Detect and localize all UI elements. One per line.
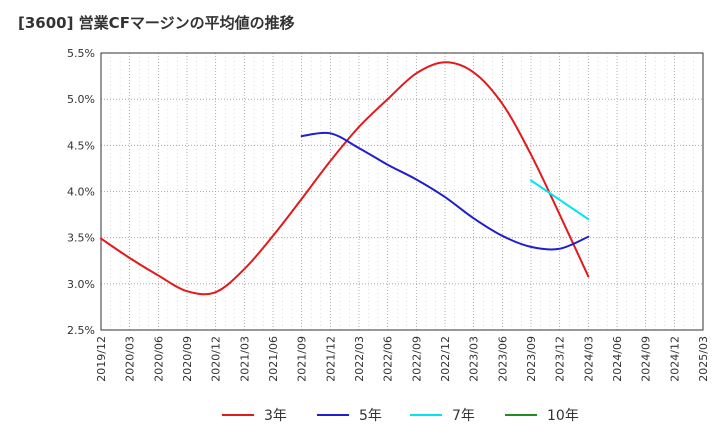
- x-tick-label: 2021/09: [296, 336, 309, 382]
- legend: 3年 5年 7年 10年: [222, 408, 579, 424]
- x-tick-label: 2024/06: [611, 336, 624, 382]
- x-tick-label: 2022/06: [382, 336, 395, 382]
- x-tick-label: 2021/03: [238, 336, 251, 382]
- legend-label-0: 3年: [264, 408, 287, 424]
- y-tick-label: 2.5%: [67, 324, 95, 337]
- x-tick-label: 2020/06: [152, 336, 165, 382]
- x-tick-label: 2019/12: [95, 336, 108, 382]
- x-tick-label: 2024/12: [668, 336, 681, 382]
- y-tick-label: 5.0%: [67, 93, 95, 106]
- y-tick-label: 4.5%: [67, 139, 95, 152]
- y-axis: 2.5% 3.0% 3.5% 4.0% 4.5% 5.0% 5.5%: [67, 47, 95, 337]
- legend-label-3: 10年: [547, 408, 579, 424]
- x-tick-label: 2024/09: [640, 336, 653, 382]
- x-tick-label: 2023/09: [525, 336, 538, 382]
- series-line-2: [530, 179, 590, 221]
- y-tick-label: 3.5%: [67, 232, 95, 245]
- x-tick-label: 2024/03: [582, 336, 595, 382]
- x-tick-label: 2020/12: [210, 336, 223, 382]
- x-tick-label: 2023/03: [468, 336, 481, 382]
- x-tick-label: 2023/06: [496, 336, 509, 382]
- series-line-1: [300, 131, 590, 251]
- x-tick-label: 2020/09: [181, 336, 194, 382]
- x-tick-label: 2021/06: [267, 336, 280, 382]
- x-tick-label: 2022/12: [439, 336, 452, 382]
- legend-label-2: 7年: [452, 408, 475, 424]
- y-tick-label: 3.0%: [67, 278, 95, 291]
- y-tick-label: 5.5%: [67, 47, 95, 60]
- y-tick-label: 4.0%: [67, 186, 95, 199]
- x-tick-label: 2022/03: [353, 336, 366, 382]
- x-tick-label: 2022/09: [410, 336, 423, 382]
- series-lines: [100, 61, 590, 296]
- x-tick-label: 2020/03: [124, 336, 137, 382]
- legend-label-1: 5年: [359, 408, 382, 424]
- x-tick-label: 2023/12: [554, 336, 567, 382]
- x-tick-label: 2025/03: [697, 336, 710, 382]
- plot-frame: [100, 52, 704, 331]
- series-line-0: [100, 61, 590, 296]
- x-axis: 2019/12 2020/03 2020/06 2020/09 2020/12 2021/…: [95, 336, 710, 382]
- grid: [101, 53, 703, 330]
- x-tick-label: 2021/12: [324, 336, 337, 382]
- chart-title: [3600] 営業CFマージンの平均値の推移: [18, 14, 295, 32]
